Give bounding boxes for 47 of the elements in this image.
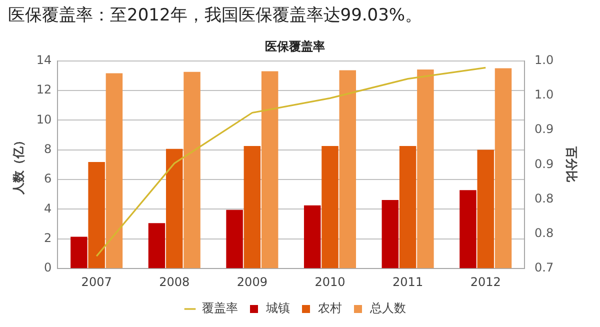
y-tick-label: 6 — [44, 172, 52, 186]
x-tick-label: 2007 — [81, 274, 112, 289]
chart-title: 医保覆盖率：至2012年，我国医保覆盖率达99.03%。 — [8, 6, 422, 26]
y-tick-label: 4 — [44, 201, 52, 216]
y-axis-title: 人数（亿） — [11, 134, 26, 196]
bar — [460, 190, 476, 268]
bar — [148, 223, 166, 268]
bar — [261, 71, 278, 268]
y2-tick-label: 0.8 — [534, 226, 554, 240]
chart-subtitle: 医保覆盖率 — [265, 40, 325, 54]
y-tick-label: 14 — [36, 52, 52, 67]
bar — [477, 150, 494, 268]
y2-tick-label: 0.9 — [534, 156, 554, 171]
y-tick-label: 2 — [44, 231, 52, 246]
x-tick-label: 2010 — [314, 274, 346, 289]
legend-label: 农村 — [318, 301, 342, 316]
y-tick-label: 10 — [36, 112, 52, 126]
bar — [382, 200, 399, 268]
bar — [339, 70, 356, 268]
y2-tick-label: 0.7 — [534, 260, 554, 275]
y2-tick-label: 0.8 — [534, 191, 554, 206]
y-tick-label: 8 — [44, 142, 52, 156]
legend-label: 覆盖率 — [202, 301, 238, 316]
y2-axis-title: 百分比 — [564, 146, 579, 183]
x-tick-label: 2011 — [392, 274, 424, 289]
bar — [494, 68, 512, 268]
legend-label: 城镇 — [265, 301, 290, 316]
bar — [70, 236, 88, 268]
y-tick-label: 0 — [44, 260, 52, 275]
bar — [166, 148, 183, 268]
bar — [184, 72, 200, 268]
x-tick-label: 2009 — [236, 274, 268, 289]
y2-tick-label: 1.0 — [534, 88, 554, 102]
bar — [304, 205, 321, 268]
bar — [322, 146, 338, 268]
y2-tick-label: 1.0 — [534, 52, 554, 67]
x-tick-label: 2008 — [159, 274, 190, 289]
bar — [417, 70, 434, 268]
bar — [226, 210, 243, 268]
bar — [244, 146, 261, 268]
bar — [399, 146, 416, 268]
bar — [106, 73, 123, 268]
y-tick-label: 12 — [36, 82, 52, 97]
y2-tick-label: 0.9 — [534, 122, 554, 136]
bar — [88, 162, 105, 268]
legend-label: 总人数 — [369, 301, 406, 316]
x-tick-label: 2012 — [470, 274, 501, 289]
